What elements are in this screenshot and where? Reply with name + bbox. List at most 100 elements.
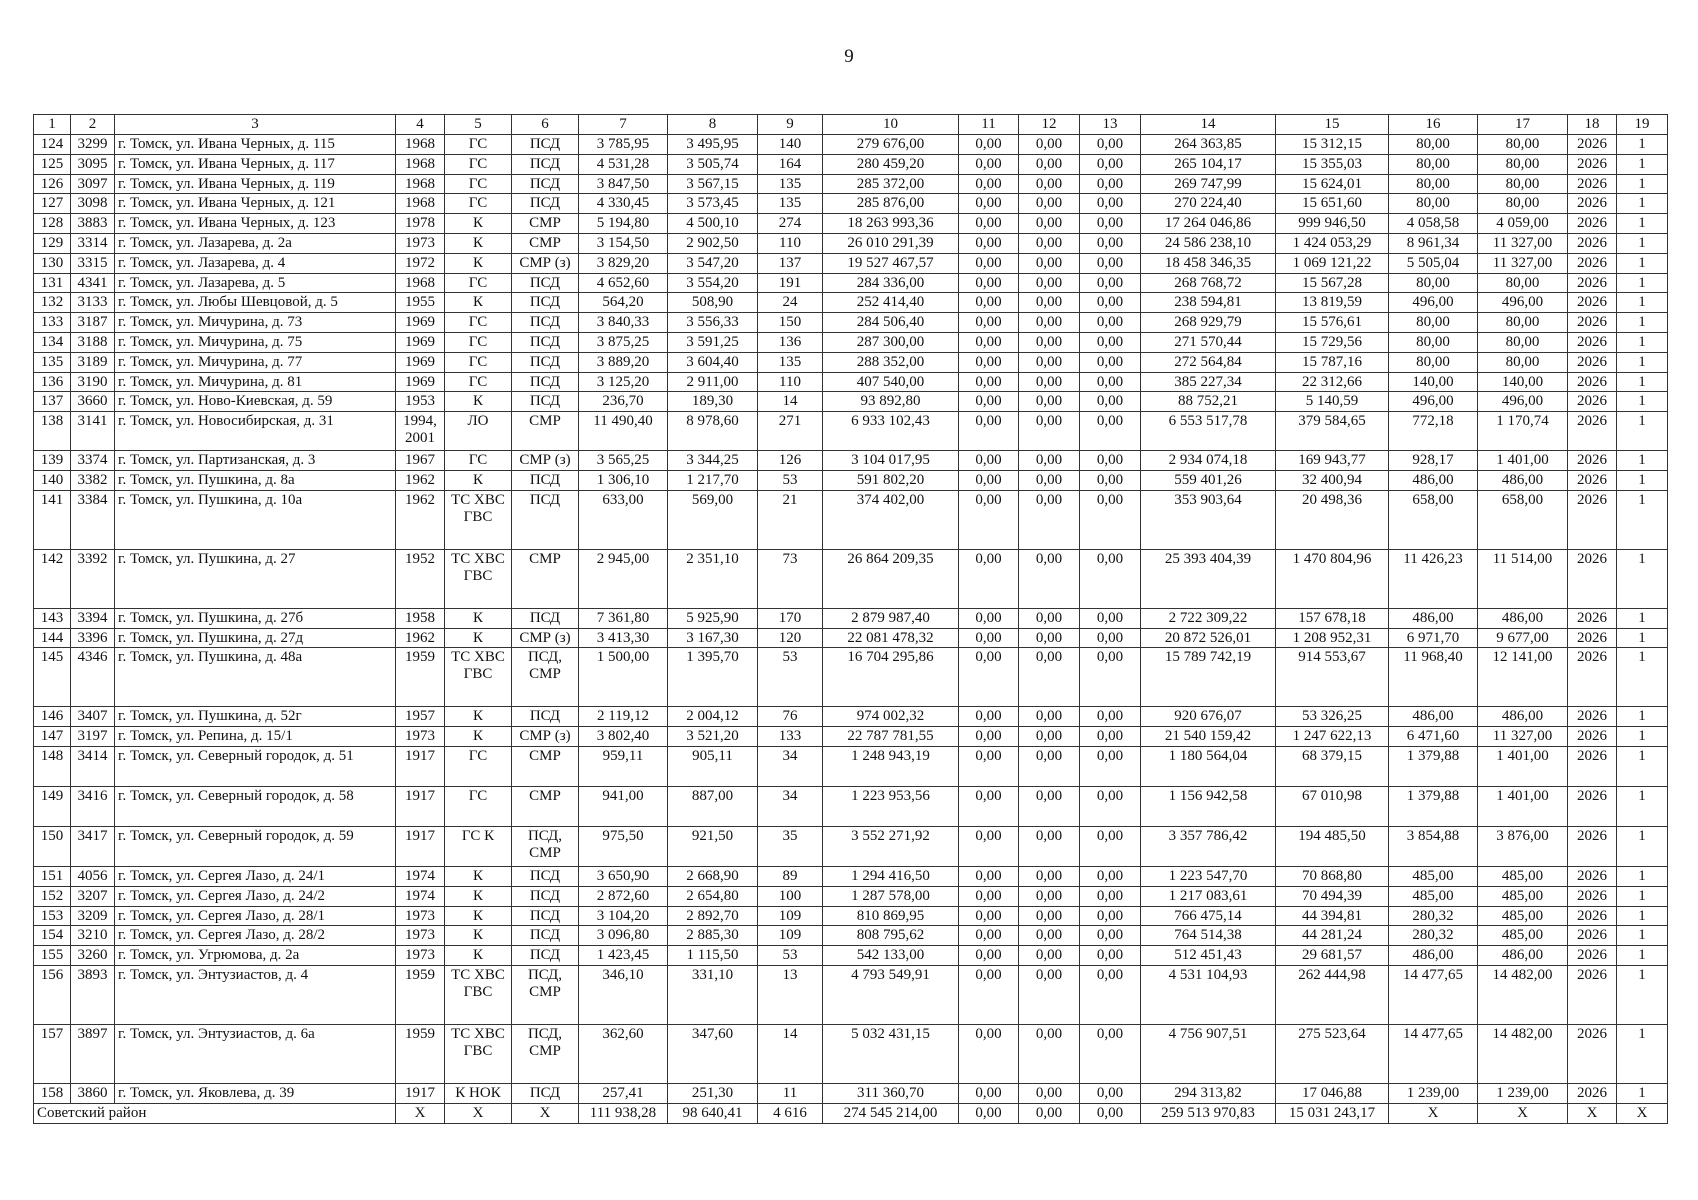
cell-col-6: ПСД (511, 925, 579, 947)
cell-col-7: 5 194,80 (578, 213, 668, 234)
cell-col-19: 1 (1616, 391, 1668, 413)
cell-col-2: 3897 (70, 1023, 115, 1084)
cell-col-6: ПСД (511, 1082, 579, 1104)
table-row: 127 3098 г. Томск, ул. Ивана Черных, д. 12… (33, 193, 1668, 215)
cell-col-11: 0,00 (958, 925, 1019, 947)
cell-col-7: 3 840,33 (578, 312, 668, 333)
cell-col-10: 252 414,40 (822, 292, 959, 314)
cell-col-7: 4 531,28 (578, 153, 668, 175)
cell-col-14: 1 223 547,70 (1140, 865, 1276, 887)
cell-col-1: 156 (33, 964, 71, 1025)
cell-col-10: 16 704 295,86 (822, 647, 959, 708)
header-row: 1 2 3 4 5 6 7 8 9 10 11 12 13 14 15 16 17 18 19 (33, 114, 1668, 135)
table-row: 154 3210 г. Томск, ул. Сергея Лазо, д. 28/… (33, 925, 1668, 947)
cell-col-6: СМР (з) (511, 726, 579, 747)
data-table: 1 2 3 4 5 6 7 8 9 10 11 12 13 14 15 16 17 18 19 124 3299 г. … (33, 114, 1668, 1124)
cell-col-7: 3 104,20 (578, 905, 668, 927)
column-header-3: 3 (114, 114, 396, 135)
cell-col-4: 1973 (395, 726, 445, 747)
cell-col-14: 4 531 104,93 (1140, 964, 1276, 1025)
cell-col-15: 13 819,59 (1275, 292, 1389, 314)
cell-col-15: 15 729,56 (1275, 331, 1389, 353)
cell-col-18: 2026 (1567, 706, 1617, 728)
cell-col-11: 0,00 (958, 469, 1019, 491)
cell-col-16: 1 379,88 (1388, 745, 1478, 787)
cell-col-11: 0,00 (958, 865, 1019, 887)
cell-col-10: 1 248 943,19 (822, 745, 959, 787)
cell-col-1: 124 (33, 134, 71, 155)
cell-col-15: 15 567,28 (1275, 272, 1389, 294)
cell-col-15: 15 312,15 (1275, 134, 1389, 155)
cell-col-12: 0,00 (1018, 945, 1080, 966)
column-header-4: 4 (395, 114, 445, 135)
cell-col-16: 11 426,23 (1388, 548, 1478, 609)
cell-col-8: 2 654,80 (667, 885, 758, 907)
cell-col-3: г. Томск, ул. Лазарева, д. 4 (114, 252, 396, 274)
cell-col-14: 1 156 942,58 (1140, 785, 1276, 827)
cell-col-19: 1 (1616, 885, 1668, 907)
cell-col-19: 1 (1616, 351, 1668, 373)
cell-col-13: 0,00 (1079, 193, 1141, 215)
cell-col-10: 19 527 467,57 (822, 252, 959, 274)
cell-col-11: 0,00 (958, 745, 1019, 787)
cell-col-18: 2026 (1567, 173, 1617, 195)
cell-col-4: 1969 (395, 312, 445, 333)
cell-col-19: 1 (1616, 232, 1668, 254)
cell-col-14: 766 475,14 (1140, 905, 1276, 927)
cell-col-15: 999 946,50 (1275, 213, 1389, 234)
cell-col-2: 3098 (70, 193, 115, 215)
table-row: 135 3189 г. Томск, ул. Мичурина, д. 77 1969… (33, 351, 1668, 373)
cell-col-16: 14 477,65 (1388, 964, 1478, 1025)
cell-col-16: 4 058,58 (1388, 213, 1478, 234)
cell-col-12: 0,00 (1018, 213, 1080, 234)
cell-col-5: К (444, 706, 512, 728)
cell-col-12: 0,00 (1018, 627, 1080, 649)
cell-col-5: ГС (444, 450, 512, 471)
cell-col-7: 3 413,30 (578, 627, 668, 649)
cell-col-11: 0,00 (958, 1082, 1019, 1104)
cell-col-8: 3 604,40 (667, 351, 758, 373)
cell-col-13: 0,00 (1079, 450, 1141, 471)
cell-col-3: г. Томск, ул. Яковлева, д. 39 (114, 1082, 396, 1104)
cell-col-4: 1962 (395, 469, 445, 491)
cell-col-5: ГС (444, 312, 512, 333)
cell-col-11: 0,00 (958, 272, 1019, 294)
cell-col-9: 24 (757, 292, 823, 314)
cell-col-15: 1 208 952,31 (1275, 627, 1389, 649)
cell-col-17: 1 170,74 (1477, 411, 1568, 452)
cell-col-4: 1974 (395, 865, 445, 887)
cell-col-4: 1994, 2001 (395, 411, 445, 452)
cell-col-12: 0,00 (1018, 193, 1080, 215)
cell-col-5: ЛО (444, 411, 512, 452)
cell-col-19: 1 (1616, 272, 1668, 294)
cell-col-16: 80,00 (1388, 272, 1478, 294)
cell-col-10: 22 081 478,32 (822, 627, 959, 649)
cell-col-1: 139 (33, 450, 71, 471)
cell-col-16: 280,32 (1388, 905, 1478, 927)
cell-col-14: 88 752,21 (1140, 391, 1276, 413)
cell-col-11: 0,00 (958, 489, 1019, 550)
cell-col-17: 80,00 (1477, 193, 1568, 215)
column-header-17: 17 (1477, 114, 1568, 135)
cell-col-1: 129 (33, 232, 71, 254)
cell-col-2: 3384 (70, 489, 115, 550)
cell-col-12: 0,00 (1018, 411, 1080, 452)
table-row: 134 3188 г. Томск, ул. Мичурина, д. 75 1969… (33, 331, 1668, 353)
table-row: 145 4346 г. Томск, ул. Пушкина, д. 48а 1959… (33, 647, 1668, 708)
cell-col-6: ПСД (511, 905, 579, 927)
cell-col-19: 1 (1616, 785, 1668, 827)
cell-col-13: 0,00 (1079, 312, 1141, 333)
cell-col-14: 4 756 907,51 (1140, 1023, 1276, 1084)
cell-col-3: г. Томск, ул. Новосибирская, д. 31 (114, 411, 396, 452)
cell-col-14: 1 217 083,61 (1140, 885, 1276, 907)
cell-col-18: 2026 (1567, 213, 1617, 234)
cell-col-7: 3 875,25 (578, 331, 668, 353)
cell-col-14: 17 264 046,86 (1140, 213, 1276, 234)
cell-col-18: 2026 (1567, 825, 1617, 867)
cell-col-15: 44 394,81 (1275, 905, 1389, 927)
cell-col-2: 3209 (70, 905, 115, 927)
cell-col-8: 2 902,50 (667, 232, 758, 254)
cell-col-6: ПСД (511, 371, 579, 393)
cell-col-15: 914 553,67 (1275, 647, 1389, 708)
cell-col-18: 2026 (1567, 252, 1617, 274)
